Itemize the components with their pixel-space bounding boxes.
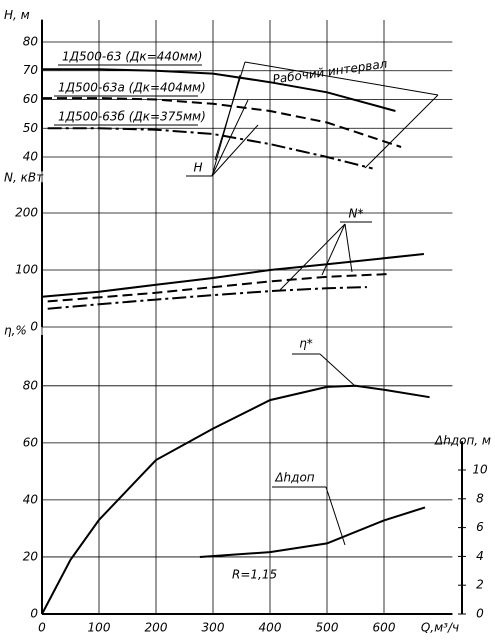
- y2-tick-label: 10: [472, 463, 488, 477]
- y2-tick-label: 0: [476, 607, 484, 621]
- data-line: [41, 384, 430, 615]
- series-label: 1Д500-63а (Дк=404мм): [58, 81, 206, 95]
- x-tick-label: 500: [316, 621, 339, 635]
- leader: [211, 99, 249, 177]
- series-label: 1Д500-63 (Дк=440мм): [62, 50, 202, 64]
- series-label: 1Д500-63б (Дк=375мм): [58, 110, 206, 124]
- x-tick-label: 400: [259, 621, 282, 635]
- y2-tick-label: 2: [476, 578, 484, 592]
- y-tick-label: 80: [23, 378, 39, 392]
- y-tick-label: 60: [23, 92, 39, 106]
- y2-tick-label: 4: [476, 549, 484, 563]
- x-tick-label: 0: [38, 621, 46, 635]
- x-tick-label: 100: [88, 621, 111, 635]
- leader: [364, 94, 439, 169]
- annotation: Рабочий интервал: [272, 56, 389, 86]
- annotation: R=1,15: [232, 568, 277, 582]
- leader: [319, 353, 356, 387]
- leader: [279, 223, 346, 291]
- data-line: [199, 506, 426, 558]
- y-axis-label: H, м: [4, 8, 30, 22]
- y2-axis-label: Δhдоп, м: [434, 434, 491, 448]
- leader: [321, 223, 346, 276]
- leader: [211, 74, 241, 177]
- data-line: [42, 97, 402, 148]
- x-tick-label: 300: [202, 621, 225, 635]
- x-axis-label: Q,м³/ч: [421, 621, 459, 635]
- y-tick-label: 50: [23, 121, 39, 135]
- y-axis-label: η,%: [4, 324, 27, 338]
- series-label: η*: [299, 337, 313, 351]
- x-tick-label: 600: [373, 621, 396, 635]
- y-tick-label: 100: [15, 263, 38, 277]
- y-tick-label: 200: [15, 206, 38, 220]
- y-tick-label: 0: [30, 607, 38, 621]
- y2-tick-label: 8: [476, 491, 484, 505]
- data-line: [42, 68, 396, 112]
- y-axis-label: N, кВт: [4, 171, 44, 185]
- leader: [211, 124, 259, 177]
- y2-tick-label: 6: [476, 520, 484, 534]
- leader: [325, 486, 346, 546]
- y-tick-label: 80: [23, 34, 39, 48]
- data-line: [47, 127, 373, 170]
- leader: [244, 61, 439, 96]
- y-tick-label: 0: [30, 320, 38, 334]
- x-tick-label: 200: [145, 621, 168, 635]
- data-line: [47, 273, 390, 303]
- y-tick-label: 40: [23, 150, 39, 164]
- data-line: [47, 286, 367, 310]
- leader: [344, 223, 353, 273]
- y-tick-label: 40: [23, 492, 39, 506]
- y-tick-label: 20: [23, 549, 39, 563]
- series-label: Δhдоп: [274, 471, 314, 485]
- annotation: H: [193, 161, 202, 175]
- y-tick-label: 60: [23, 435, 39, 449]
- annotation: N*: [349, 207, 364, 221]
- y-tick-label: 70: [23, 63, 39, 77]
